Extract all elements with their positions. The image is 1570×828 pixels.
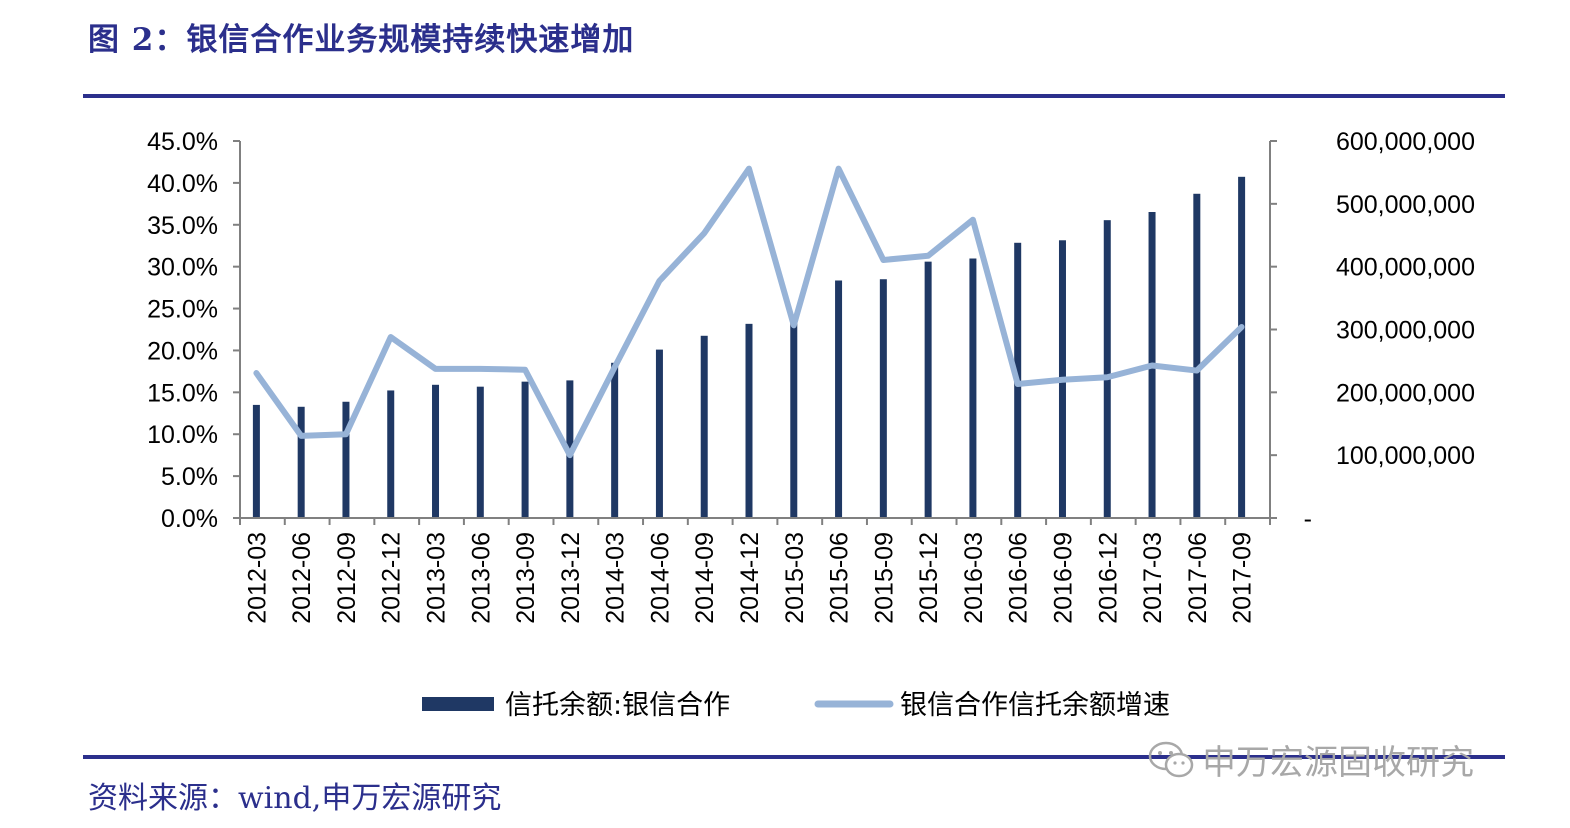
bar (611, 362, 619, 518)
x-tick-label: 2012-09 (333, 532, 361, 624)
bar (521, 381, 529, 518)
left-tick-label: 20.0% (147, 337, 218, 365)
x-axis-ticks: 2012-03 2012-06 2012-09 2012-12 2013-03 2013-… (239, 518, 1271, 624)
right-tick-label: 300,000,000 (1336, 317, 1475, 345)
bar (924, 261, 932, 518)
line-point (1196, 370, 1198, 372)
line-point (479, 368, 481, 370)
bar (1238, 176, 1246, 518)
bar (297, 406, 305, 518)
left-axis-ticks: 0.0% 5.0% 10.0% 15.0% 20.0% 25.0% 30.0% 35.0% 40… (147, 128, 240, 533)
bar (476, 386, 484, 518)
x-tick-label: 2013-12 (557, 532, 585, 624)
line-point (255, 372, 257, 374)
legend-bar-label: 信托余额:银信合作 (505, 690, 730, 721)
bar (252, 404, 260, 518)
x-tick-label: 2017-09 (1229, 532, 1257, 624)
line-point (703, 232, 705, 234)
x-tick-label: 2015-09 (870, 532, 898, 624)
line-point (927, 255, 929, 257)
line-point (748, 168, 750, 170)
bar (700, 335, 708, 518)
left-tick-label: 35.0% (147, 212, 218, 240)
x-tick-label: 2014-06 (646, 532, 674, 624)
right-tick-label: 400,000,000 (1336, 254, 1475, 282)
x-tick-label: 2016-12 (1094, 532, 1122, 624)
x-tick-label: 2017-03 (1139, 532, 1167, 624)
bar (432, 384, 440, 518)
x-tick-label: 2013-09 (512, 532, 540, 624)
x-tick-label: 2014-03 (602, 532, 630, 624)
x-tick-label: 2016-03 (960, 532, 988, 624)
right-tick-label: 200,000,000 (1336, 379, 1475, 407)
x-tick-label: 2016-06 (1005, 532, 1033, 624)
line-point (345, 433, 347, 435)
bar (969, 258, 977, 518)
bar (1103, 220, 1111, 519)
line-point (569, 454, 571, 456)
right-tick-label: - (1304, 505, 1312, 533)
title-divider (83, 94, 1505, 98)
legend-line-label: 银信合作信托余额增速 (900, 690, 1170, 721)
line-point (1151, 365, 1153, 367)
x-tick-label: 2014-09 (691, 532, 719, 624)
bar (835, 280, 843, 518)
x-tick-label: 2013-06 (467, 532, 495, 624)
bar (655, 349, 663, 518)
bar (387, 390, 395, 518)
left-tick-label: 15.0% (147, 379, 218, 407)
x-tick-label: 2014-12 (736, 532, 764, 624)
left-tick-label: 25.0% (147, 296, 218, 324)
legend-bar-swatch (422, 697, 494, 711)
source-note: 资料来源：wind,申万宏源研究 (88, 781, 502, 816)
right-axis-ticks: - 100,000,000 200,000,000 300,000,000 400,00… (1270, 128, 1475, 533)
line-point (882, 259, 884, 261)
left-tick-label: 5.0% (161, 463, 218, 491)
right-tick-label: 600,000,000 (1336, 128, 1475, 156)
line-point (1241, 326, 1243, 328)
legend: 信托余额:银信合作 银信合作信托余额增速 (422, 690, 1170, 721)
x-tick-label: 2015-06 (826, 532, 854, 624)
line-series (253, 165, 1245, 459)
left-tick-label: 45.0% (147, 128, 218, 156)
line-point (658, 280, 660, 282)
left-tick-label: 40.0% (147, 170, 218, 198)
x-tick-label: 2015-12 (915, 532, 943, 624)
watermark: 申万宏源固收研究 (1148, 735, 1474, 784)
bar (342, 401, 350, 518)
left-tick-label: 10.0% (147, 421, 218, 449)
chart-title: 图 2：银信合作业务规模持续快速增加 (88, 22, 635, 58)
line-point (300, 435, 302, 437)
line-point (1106, 376, 1108, 378)
line-point (614, 366, 616, 368)
bar (879, 279, 887, 518)
line-point (390, 336, 392, 338)
bar (1193, 193, 1201, 518)
bar (790, 322, 798, 518)
wechat-icon (1148, 741, 1194, 777)
right-tick-label: 500,000,000 (1336, 191, 1475, 219)
x-tick-label: 2012-06 (288, 532, 316, 624)
x-tick-label: 2013-03 (423, 532, 451, 624)
bar (745, 323, 753, 518)
right-tick-label: 100,000,000 (1336, 442, 1475, 470)
x-tick-label: 2015-03 (781, 532, 809, 624)
left-tick-label: 30.0% (147, 254, 218, 282)
line-point (972, 219, 974, 221)
line-point (838, 168, 840, 170)
x-tick-label: 2012-03 (243, 532, 271, 624)
line-point (793, 324, 795, 326)
line-point (435, 368, 437, 370)
line-point (1017, 383, 1019, 385)
watermark-text: 申万宏源固收研究 (1202, 743, 1474, 783)
x-tick-label: 2012-12 (378, 532, 406, 624)
x-tick-label: 2017-06 (1184, 532, 1212, 624)
x-tick-label: 2016-09 (1049, 532, 1077, 624)
footer-divider (83, 755, 1505, 759)
line-point (1061, 379, 1063, 381)
left-tick-label: 0.0% (161, 505, 218, 533)
line-point (524, 369, 526, 371)
